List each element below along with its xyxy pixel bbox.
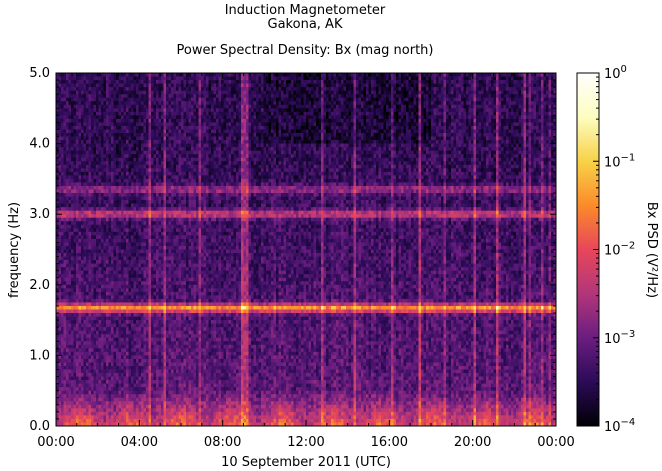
x-tick-label: 08:00 <box>204 435 241 450</box>
y-tick-label: 1.0 <box>29 348 50 363</box>
colorbar-tick-label: 10−4 <box>604 417 635 435</box>
y-axis-label: frequency (Hz) <box>7 202 22 298</box>
y-tick-label: 5.0 <box>29 66 50 81</box>
x-tick-label: 00:00 <box>537 435 574 450</box>
x-axis-label: 10 September 2011 (UTC) <box>221 455 391 470</box>
colorbar-tick-exponent: −4 <box>621 417 636 428</box>
colorbar-tick-exponent: −3 <box>621 329 636 340</box>
x-tick-label: 12:00 <box>287 435 324 450</box>
chart-title-line-1: Induction Magnetometer <box>0 4 610 18</box>
colorbar-tick-label: 10−1 <box>604 152 635 170</box>
x-axis: 00:00 04:00 08:00 12:00 16:00 20:00 00:00 <box>37 73 575 450</box>
chart-subtitle: Power Spectral Density: Bx (mag north) <box>0 44 610 58</box>
y-tick-label: 4.0 <box>29 137 50 152</box>
x-tick-label: 20:00 <box>454 435 491 450</box>
colorbar-tick-base: 10 <box>604 155 621 170</box>
chart-title-line-2: Gakona, AK <box>0 18 610 32</box>
y-tick-label: 3.0 <box>29 207 50 222</box>
colorbar-tick-label: 10−3 <box>604 329 635 347</box>
colorbar-tick-base: 10 <box>604 332 621 347</box>
heatmap-image <box>56 73 556 426</box>
colorbar-tick-base: 10 <box>604 420 621 435</box>
colorbar-tick-label: 100 <box>604 64 627 82</box>
y-axis: 0.0 1.0 2.0 3.0 4.0 5.0 <box>29 66 556 434</box>
colorbar-tick-exponent: −2 <box>621 241 636 252</box>
y-tick-label: 2.0 <box>29 278 50 293</box>
colorbar-tick-base: 10 <box>604 67 621 82</box>
colorbar-label: Bx PSD (V²/Hz) <box>644 202 659 298</box>
x-tick-label: 00:00 <box>37 435 74 450</box>
x-tick-label: 04:00 <box>121 435 158 450</box>
colorbar-tick-exponent: 0 <box>621 64 627 75</box>
colorbar-tick-base: 10 <box>604 244 621 259</box>
y-tick-label: 0.0 <box>29 419 50 434</box>
x-tick-label: 16:00 <box>371 435 408 450</box>
colorbar-tick-label: 10−2 <box>604 241 635 259</box>
colorbar-tick-exponent: −1 <box>621 152 636 163</box>
